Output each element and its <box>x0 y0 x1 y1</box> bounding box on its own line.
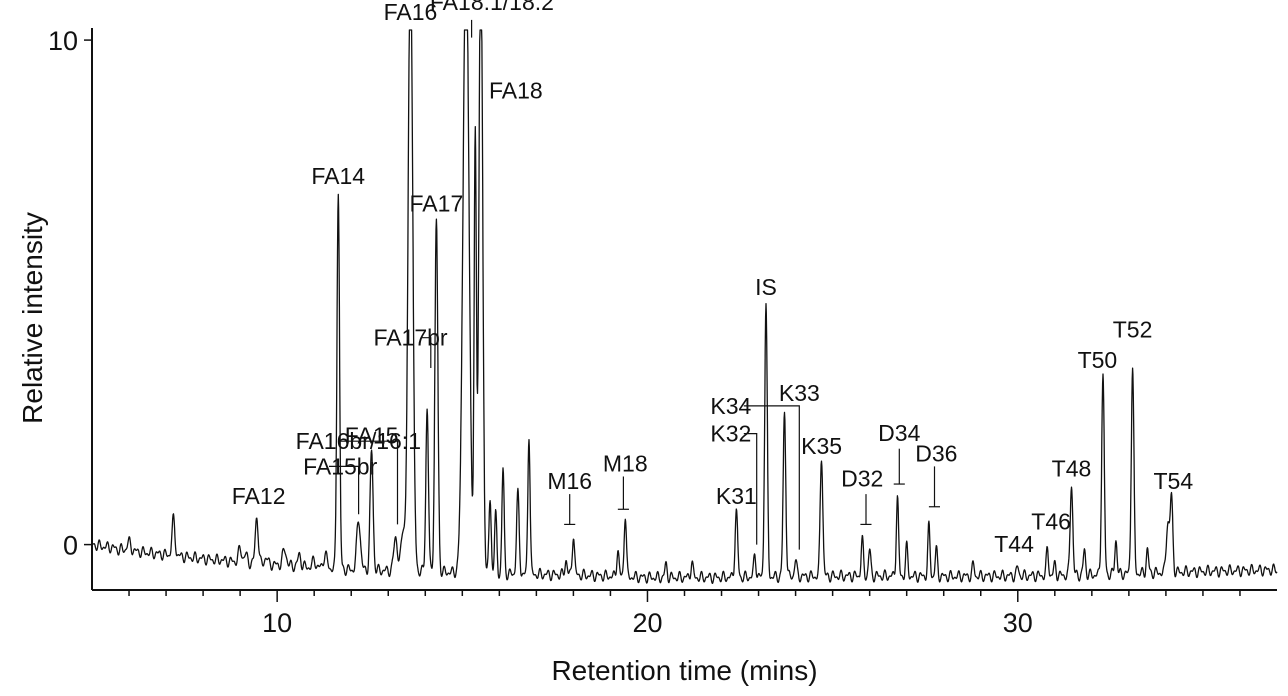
peak-leader-line <box>743 405 800 550</box>
peak-label: K34 <box>710 393 751 419</box>
peak-label: FA12 <box>232 483 286 509</box>
peak-label: K35 <box>801 433 842 459</box>
y-tick-label: 0 <box>63 531 78 561</box>
y-tick-label: 10 <box>48 26 78 56</box>
peak-leader-line <box>340 440 399 525</box>
x-tick-label: 20 <box>632 608 662 638</box>
peak-label: FA18:1/18:2 <box>430 0 554 15</box>
peak-leader-line <box>743 433 758 545</box>
axes: 10 20 30 0 10 <box>48 26 1277 638</box>
peak-label: T52 <box>1113 317 1153 343</box>
peak-label: IS <box>755 274 777 300</box>
trace-layer <box>91 29 1278 584</box>
peak-label: FA15br <box>303 453 377 479</box>
peak-label: T48 <box>1052 455 1092 481</box>
peak-label: M18 <box>603 450 648 476</box>
chromatogram-trace <box>91 29 1278 584</box>
peak-label: T44 <box>994 531 1034 557</box>
peak-label: FA17 <box>410 191 464 217</box>
peak-label: K32 <box>710 421 751 447</box>
x-tick-label: 30 <box>1003 608 1033 638</box>
peak-label: K31 <box>716 483 757 509</box>
peak-leader-line <box>421 337 432 368</box>
y-axis-title: Relative intensity <box>17 212 48 424</box>
peak-leader-line <box>329 465 360 515</box>
peak-label: T46 <box>1031 508 1071 534</box>
peak-label: D32 <box>841 466 883 492</box>
peak-label: M16 <box>547 468 592 494</box>
peak-label: FA14 <box>311 163 365 189</box>
peak-label: FA16br/16:1 <box>296 428 421 454</box>
peak-label: FA16 <box>384 0 438 25</box>
peak-label: FA17br <box>373 325 447 351</box>
peak-label: T54 <box>1153 468 1193 494</box>
peak-label: T50 <box>1078 347 1118 373</box>
peak-label: FA18 <box>489 78 543 104</box>
peak-label: K33 <box>779 380 820 406</box>
peak-label: D36 <box>915 440 957 466</box>
peak-label: D34 <box>878 420 920 446</box>
peak-label: FA15 <box>345 423 399 449</box>
x-tick-label: 10 <box>262 608 292 638</box>
x-axis-title: Retention time (mins) <box>551 655 817 686</box>
